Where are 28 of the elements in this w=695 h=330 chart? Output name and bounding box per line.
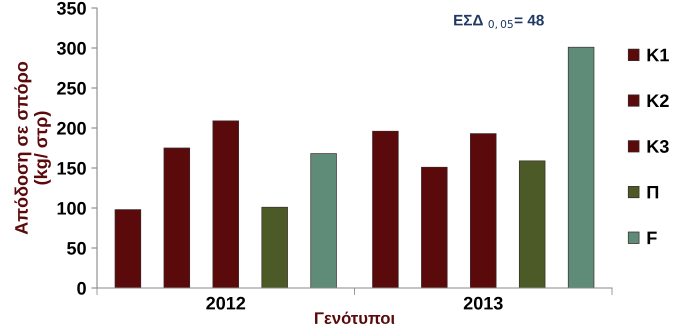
x-tick-label: 2012 bbox=[206, 296, 246, 310]
bar bbox=[372, 130, 399, 288]
bar bbox=[310, 153, 337, 288]
y-axis-title: Απόδοση σε σπόρο (kg/ στρ) bbox=[14, 62, 51, 234]
bar bbox=[568, 46, 594, 288]
y-tick-label: 300 bbox=[56, 42, 86, 55]
bar bbox=[421, 166, 448, 288]
x-tick-label: 2013 bbox=[464, 296, 503, 310]
bar bbox=[212, 120, 239, 288]
y-tick-label: 350 bbox=[56, 2, 86, 15]
legend-label: Π bbox=[648, 186, 658, 198]
bar bbox=[518, 160, 546, 288]
legend-label: K3 bbox=[648, 140, 669, 153]
bar bbox=[164, 148, 190, 288]
y-tick-label: 250 bbox=[57, 82, 86, 95]
bar bbox=[114, 209, 142, 288]
y-tick-label: 150 bbox=[58, 162, 86, 175]
x-axis-title: Γενότυποι bbox=[315, 312, 395, 324]
y-tick-label: 100 bbox=[58, 202, 86, 215]
bar bbox=[261, 206, 288, 288]
y-tick-label: 200 bbox=[57, 122, 86, 135]
y-tick-label: 0 bbox=[77, 282, 86, 295]
y-tick-label: 50 bbox=[67, 242, 86, 255]
legend-label: K2 bbox=[648, 94, 669, 107]
legend-label: K1 bbox=[648, 48, 669, 62]
legend-label: F bbox=[648, 232, 657, 244]
annotation: ΕΣΔ $_{0,05}$= 48 bbox=[454, 14, 544, 30]
bar bbox=[470, 133, 496, 288]
